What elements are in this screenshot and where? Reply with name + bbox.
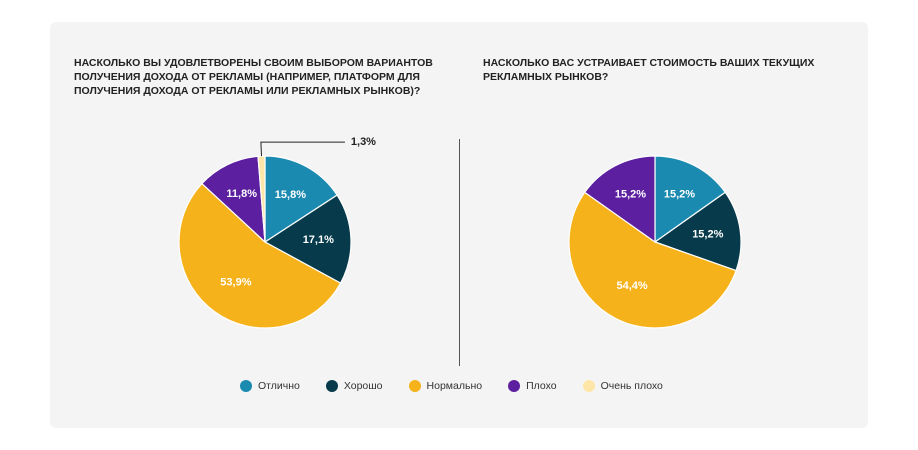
chart-title-left: НАСКОЛЬКО ВЫ УДОВЛЕТВОРЕНЫ СВОИМ ВЫБОРОМ… <box>74 57 433 97</box>
legend-item-good: Хорошо <box>325 380 383 392</box>
slice-label-normal: 54,4% <box>616 280 647 292</box>
pie-chart-right: 15,2% 15,2% 54,4% 15,2% <box>568 155 742 329</box>
legend-swatch-excellent <box>240 380 252 392</box>
slice-label-good: 17,1% <box>303 234 334 246</box>
legend-label: Нормально <box>426 380 483 392</box>
slice-label-very_bad: 1,3% <box>351 136 376 148</box>
pie-slice-excellent <box>264 155 338 244</box>
slice-label-bad: 11,8% <box>226 188 257 200</box>
slice-label-good: 15,2% <box>692 229 723 241</box>
legend-item-very_bad: Очень плохо <box>582 380 663 392</box>
legend-swatch-bad <box>508 380 521 392</box>
legend-swatch-normal <box>408 380 421 392</box>
pie-chart-left: 15,8% 17,1% 53,9% 11,8% 1,3% <box>178 136 376 329</box>
pie-slice-good <box>653 191 742 272</box>
pie-slice-bad <box>583 155 656 244</box>
slice-label-excellent: 15,2% <box>664 189 695 201</box>
slice-label-bad: 15,2% <box>615 189 646 201</box>
leader-line <box>260 141 345 157</box>
legend-label: Хорошо <box>343 380 383 392</box>
chart-title-right: НАСКОЛЬКО ВАС УСТРАИВАЕТ СТОИМОСТЬ ВАШИХ… <box>483 57 815 83</box>
pie-slice-good <box>263 194 352 284</box>
pie-slice-excellent <box>654 155 727 244</box>
pie-slice-bad <box>201 155 266 244</box>
legend-item-excellent: Отлично <box>240 380 300 392</box>
legend-item-normal: Нормально <box>408 380 483 392</box>
pie-slice-normal <box>568 191 737 329</box>
legend-label: Отлично <box>258 380 300 392</box>
legend-label: Плохо <box>526 380 557 392</box>
survey-panel: НАСКОЛЬКО ВЫ УДОВЛЕТВОРЕНЫ СВОИМ ВЫБОРОМ… <box>50 22 868 428</box>
legend-label: Очень плохо <box>600 380 663 392</box>
legend: Отлично Хорошо Нормально Плохо Очень плохо <box>240 377 690 395</box>
legend-swatch-very_bad <box>582 380 595 392</box>
legend-swatch-good <box>325 380 338 392</box>
slice-label-excellent: 15,8% <box>275 189 306 201</box>
slice-label-normal: 53,9% <box>220 276 251 288</box>
divider <box>459 139 460 366</box>
legend-item-bad: Плохо <box>508 380 557 392</box>
pie-slice-normal <box>178 182 342 329</box>
